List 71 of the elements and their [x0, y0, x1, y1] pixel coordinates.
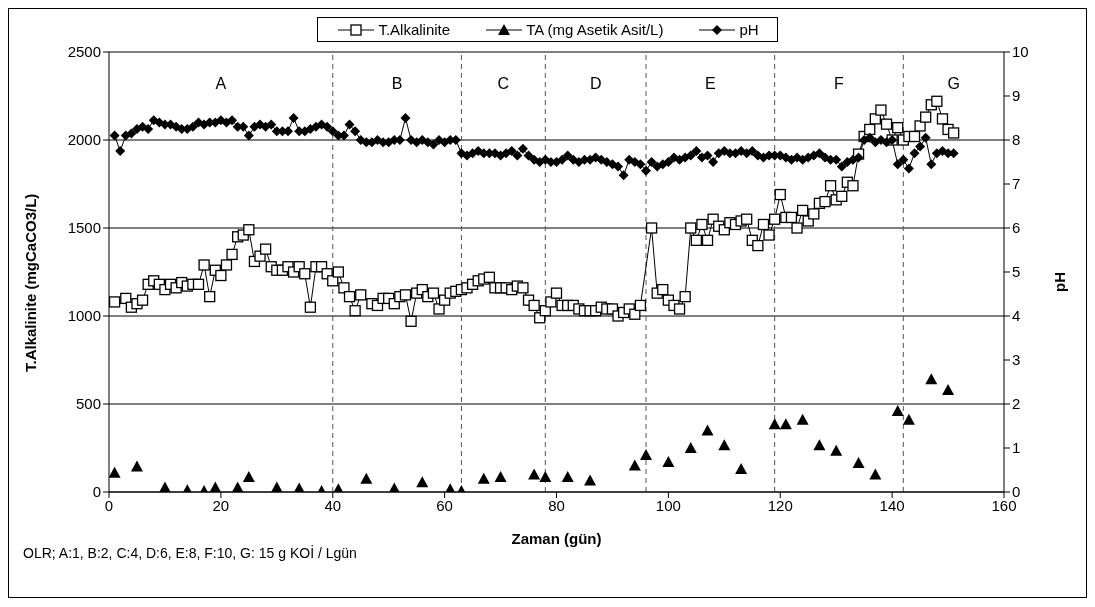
x-tick-label: 60: [436, 496, 453, 514]
y-tick-label: 1000: [67, 307, 101, 325]
y2-tick-label: 5: [1012, 263, 1021, 281]
y2-tick-label: 9: [1012, 87, 1021, 105]
point: [270, 481, 283, 492]
y2-tick-label: 7: [1012, 175, 1021, 193]
point: [561, 471, 574, 483]
point: [109, 466, 121, 478]
point: [242, 471, 255, 483]
legend-label: TA (mg Asetik Asit/L): [526, 21, 664, 38]
x-axis-title: Zaman (gün): [511, 530, 602, 547]
x-tick-label: 0: [104, 496, 114, 514]
y2-tick-label: 1: [1012, 439, 1021, 457]
point: [628, 459, 641, 471]
point: [735, 463, 748, 475]
point: [942, 383, 955, 395]
text: OLR; A:1, B:2, C:4, D:6, E:8, F:10, G: 15 g KOİ / Lgün: [23, 545, 357, 561]
point: [209, 481, 222, 492]
y2-tick-label: 8: [1012, 131, 1021, 149]
point: [925, 373, 938, 385]
point: [416, 476, 429, 488]
y2-axis-title: pH: [1051, 272, 1069, 292]
y2-tick-label: 2: [1012, 395, 1021, 413]
x-tick-label: 120: [767, 496, 793, 514]
point: [869, 468, 882, 480]
y2-tick-label: 10: [1012, 43, 1029, 61]
x-tick-label: 40: [324, 496, 342, 514]
y2-tick-label: 6: [1012, 219, 1021, 237]
point: [662, 456, 675, 468]
point: [779, 418, 792, 430]
legend-label: pH: [739, 21, 759, 38]
annotation: C: [497, 75, 510, 93]
point: [494, 471, 507, 483]
x-tick-label: 100: [655, 496, 681, 514]
x-tick-label: 20: [212, 496, 230, 514]
point: [796, 413, 809, 425]
x-tick-label: 140: [879, 496, 905, 514]
point: [891, 405, 904, 417]
point: [231, 481, 244, 492]
annotation: E: [704, 75, 716, 93]
y2-tick-label: 4: [1012, 307, 1021, 325]
point: [477, 472, 490, 484]
y2-tick-label: 3: [1012, 351, 1021, 369]
point: [768, 418, 781, 430]
y-tick-label: 2000: [67, 131, 101, 149]
point: [539, 471, 552, 483]
point: [640, 449, 652, 461]
y-tick-label: 500: [75, 395, 101, 413]
y-tick-label: 2500: [67, 43, 101, 61]
y-axis-title: T.Alkalinite (mgCaCO3/L): [22, 193, 40, 372]
point: [902, 413, 915, 425]
point: [718, 439, 731, 451]
point: [158, 481, 171, 492]
point: [852, 456, 865, 468]
point: [813, 439, 826, 451]
annotation: F: [834, 75, 845, 93]
y-tick-label: 1500: [67, 219, 101, 237]
point: [528, 468, 541, 480]
y-tick-label: 0: [92, 483, 101, 501]
point: [360, 472, 373, 484]
point: [830, 444, 843, 456]
point: [701, 424, 714, 436]
annotation: D: [589, 75, 602, 93]
point: [684, 442, 697, 453]
legend-label: T.Alkalinite: [378, 21, 451, 38]
annotation: G: [947, 75, 960, 93]
point: [130, 460, 143, 472]
point: [584, 474, 597, 486]
annotation: A: [215, 75, 227, 93]
x-tick-label: 80: [548, 496, 565, 514]
annotation: B: [391, 75, 403, 93]
